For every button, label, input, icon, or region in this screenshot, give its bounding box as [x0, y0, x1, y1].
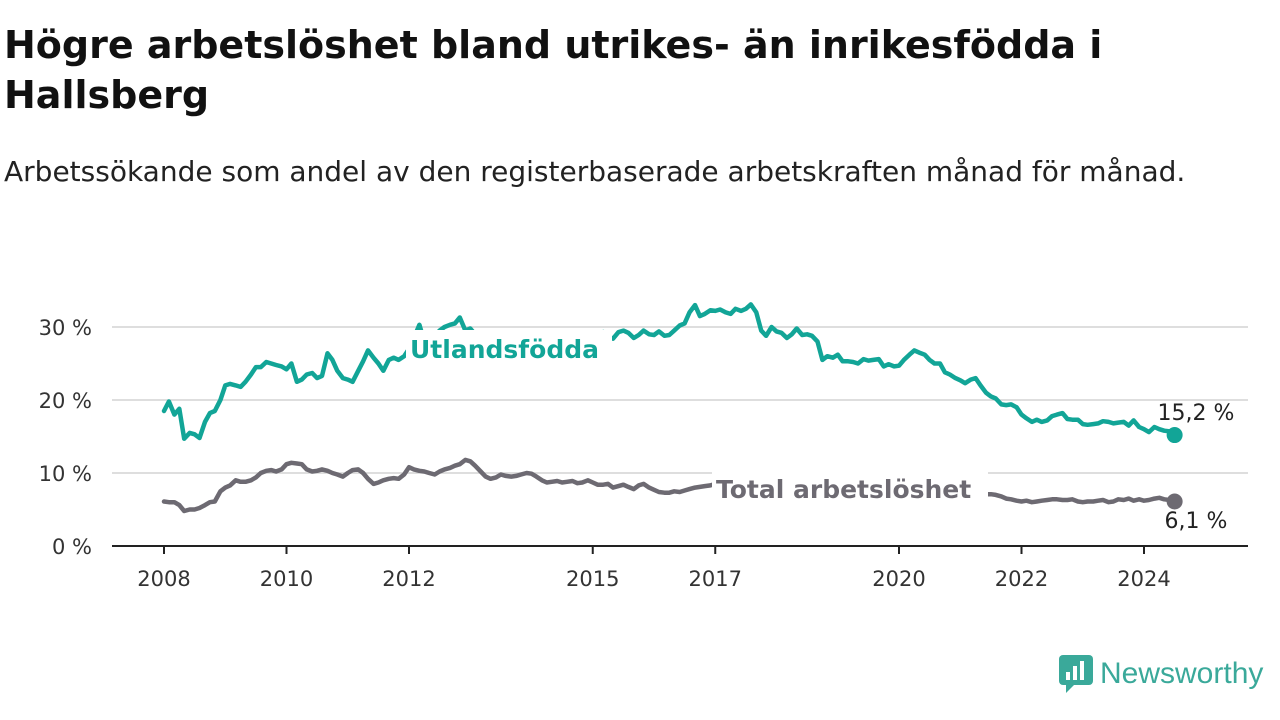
series-line-total [161, 457, 1177, 514]
end-value-total: 6,1 % [1165, 509, 1228, 534]
brand-logo: Newsworthy [1058, 654, 1263, 694]
x-tick-label: 2008 [137, 567, 190, 591]
x-tick-label: 2024 [1117, 567, 1170, 591]
y-tick-label: 30 % [39, 316, 92, 340]
y-tick-label: 20 % [39, 389, 92, 413]
end-value-utlandsfodda: 15,2 % [1158, 401, 1235, 426]
x-tick-label: 2012 [382, 567, 435, 591]
label-background [406, 330, 612, 368]
series-label-utlandsfodda: Utlandsfödda [410, 335, 599, 364]
x-tick-label: 2015 [566, 567, 619, 591]
x-tick-label: 2010 [260, 567, 313, 591]
series-label-total: Total arbetslöshet [716, 475, 971, 504]
newsworthy-logo-icon [1059, 655, 1093, 693]
series-end-point [1166, 493, 1183, 510]
x-tick-label: 2022 [995, 567, 1048, 591]
series-end-point [1166, 427, 1183, 444]
page-title: Högre arbetslöshet bland utrikes- än inr… [4, 23, 1103, 117]
series-line-utlandsfodda [161, 302, 1177, 441]
page-subtitle: Arbetssökande som andel av den registerb… [4, 155, 1186, 188]
y-tick-label: 0 % [52, 535, 92, 559]
brand-name: Newsworthy [1100, 657, 1264, 690]
y-tick-label: 10 % [39, 462, 92, 486]
label-background [712, 470, 988, 508]
x-tick-label: 2020 [872, 567, 925, 591]
x-tick-label: 2017 [689, 567, 742, 591]
